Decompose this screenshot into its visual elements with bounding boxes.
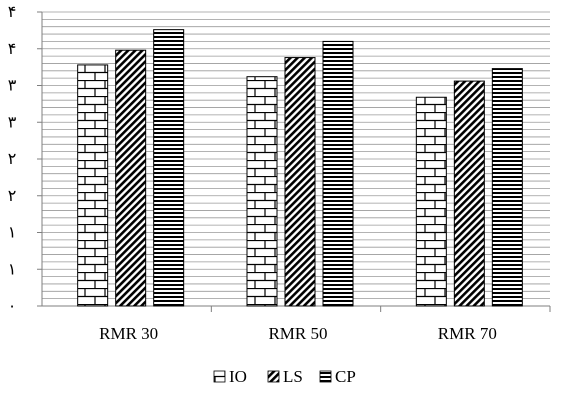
y-tick-label: ۳ xyxy=(8,78,17,95)
legend-swatch-ls xyxy=(267,370,280,383)
legend-swatch-io xyxy=(213,370,226,383)
bar-cp-3 xyxy=(491,68,523,307)
bar-cp-1 xyxy=(153,29,185,307)
category-label: RMR 50 xyxy=(268,324,327,343)
category-label: RMR 30 xyxy=(99,324,158,343)
bar-io-1 xyxy=(77,64,109,307)
bar-ls-3 xyxy=(453,80,485,307)
bar-io-3 xyxy=(415,96,447,307)
y-tick-label: ۱ xyxy=(8,261,17,278)
legend-label-ls: LS xyxy=(283,367,303,386)
bar-ls-1 xyxy=(115,49,147,307)
legend-label-cp: CP xyxy=(335,367,356,386)
y-tick-label: ۰ xyxy=(8,298,17,315)
bar-io-2 xyxy=(246,76,278,307)
y-tick-label: ۱ xyxy=(8,225,17,242)
legend-label-io: IO xyxy=(229,367,247,386)
y-tick-label: ۴ xyxy=(8,41,17,58)
bars xyxy=(77,29,523,307)
category-label: RMR 70 xyxy=(438,324,497,343)
axis-labels: ۰ ۱ ۱ ۲ ۲ ۳ ۳ ۴ ۴ RMR 30 RMR 50 RMR 70 xyxy=(8,4,497,343)
y-tick-label: ۴ xyxy=(8,4,17,21)
y-tick-label: ۳ xyxy=(8,114,17,131)
legend-swatch-cp xyxy=(319,370,332,383)
y-tick-label: ۲ xyxy=(8,188,17,205)
legend: IO LS CP xyxy=(213,367,356,386)
y-tick-label: ۲ xyxy=(8,151,17,168)
bar-ls-2 xyxy=(284,57,316,307)
bar-cp-2 xyxy=(322,40,354,307)
